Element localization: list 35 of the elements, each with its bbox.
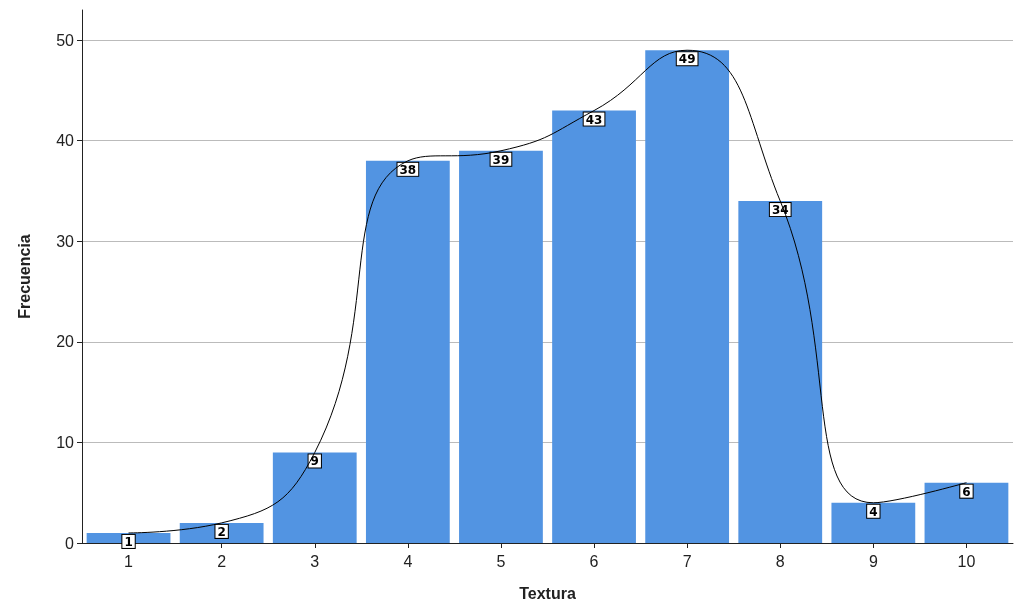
x-tick-label: 3 [310,552,320,570]
bar [552,110,636,543]
x-axis-title: Textura [519,584,576,602]
y-tick-label: 20 [56,333,75,351]
bar [831,502,916,543]
data-label: 6 [962,484,971,499]
y-tick-label: 0 [65,534,75,552]
data-label: 1 [124,534,133,549]
bar [924,482,1009,543]
data-label: 2 [217,524,226,539]
x-tick-label: 8 [775,552,785,570]
data-label: 9 [310,454,319,469]
bar [365,160,450,543]
y-axis-title: Frecuencia [15,234,33,319]
data-label: 4 [869,504,878,519]
y-tick-label: 30 [56,232,75,250]
data-label: 39 [492,152,510,167]
x-tick-label: 2 [217,552,227,570]
x-tick-label: 9 [868,552,878,570]
bar [738,201,823,543]
x-tick-label: 10 [957,552,976,570]
bar [272,452,357,543]
data-label: 38 [399,162,417,177]
data-label: 43 [585,112,603,127]
data-label: 49 [678,52,696,67]
x-tick-label: 6 [589,552,599,570]
y-tick-label: 10 [56,433,75,451]
y-tick-label: 50 [56,31,75,49]
y-tick-label: 40 [56,132,75,150]
x-tick-label: 5 [496,552,506,570]
x-tick-label: 1 [124,552,134,570]
x-tick-label: 4 [403,552,413,570]
bar [645,50,730,543]
x-tick-label: 7 [682,552,692,570]
bar [459,150,543,543]
